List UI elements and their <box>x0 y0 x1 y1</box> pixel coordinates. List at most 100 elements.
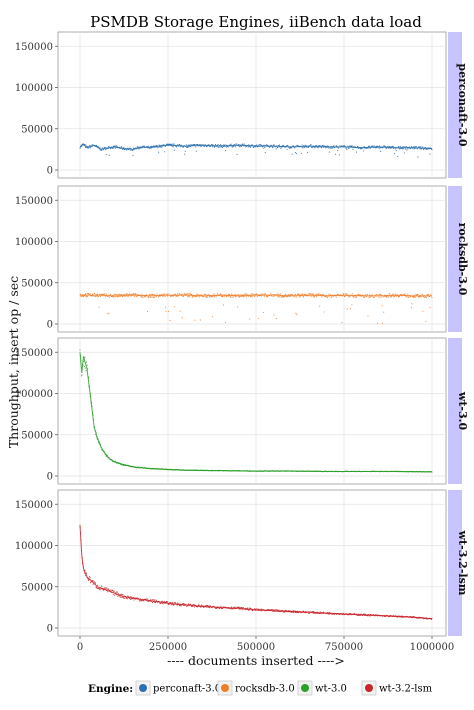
data-point <box>146 310 149 313</box>
data-point <box>135 293 137 295</box>
data-point <box>389 146 391 148</box>
data-point <box>331 296 333 298</box>
data-point <box>84 356 86 358</box>
data-point <box>83 365 86 367</box>
data-point <box>422 146 424 148</box>
data-point <box>101 585 103 587</box>
facet-panels: 0 50000 100000 150000 perconaft-3.0 0 50000 100… <box>15 31 469 637</box>
data-point <box>243 294 245 296</box>
data-point <box>149 599 152 601</box>
data-point <box>270 144 272 146</box>
data-point <box>195 146 197 148</box>
data-point <box>250 146 252 148</box>
data-point <box>188 295 190 297</box>
data-point <box>100 295 102 297</box>
data-point <box>249 318 251 320</box>
data-point <box>381 305 383 307</box>
data-point <box>343 292 345 295</box>
data-point <box>158 151 160 153</box>
data-point <box>130 295 132 297</box>
data-point <box>195 150 197 152</box>
data-point <box>98 296 100 298</box>
data-point <box>310 292 312 295</box>
data-point <box>204 293 206 295</box>
panel-background <box>57 489 447 637</box>
data-point <box>160 146 162 148</box>
data-point <box>368 297 370 299</box>
y-tick-label: 50000 <box>21 278 53 289</box>
data-point <box>274 609 276 611</box>
data-point <box>167 293 169 295</box>
data-point <box>214 607 217 609</box>
data-point <box>203 606 205 608</box>
y-tick-label: 100000 <box>15 541 53 552</box>
data-point <box>224 321 227 323</box>
data-point <box>375 293 377 296</box>
data-point <box>341 322 343 324</box>
data-point <box>88 579 90 582</box>
data-point <box>164 151 166 153</box>
data-point <box>153 296 156 298</box>
data-point <box>346 149 348 151</box>
data-point <box>196 293 198 295</box>
data-point <box>361 148 363 150</box>
data-point <box>112 589 114 591</box>
legend-title: Engine: <box>88 683 133 695</box>
y-tick-label: 150000 <box>15 196 53 207</box>
data-point <box>173 295 175 297</box>
data-point <box>107 313 109 315</box>
data-point <box>123 293 125 296</box>
data-point <box>306 146 308 148</box>
data-point <box>121 596 123 598</box>
data-point <box>233 296 235 298</box>
data-point <box>346 308 348 310</box>
data-point <box>382 296 384 298</box>
data-point <box>104 293 106 295</box>
data-point <box>110 294 112 296</box>
data-point <box>271 609 273 611</box>
data-point <box>108 588 110 590</box>
data-point <box>89 577 91 579</box>
data-point <box>126 293 128 295</box>
data-point <box>301 144 303 146</box>
data-point <box>158 144 160 146</box>
data-point <box>295 296 298 298</box>
data-point <box>362 150 365 152</box>
data-point <box>212 296 214 298</box>
data-point <box>379 145 381 147</box>
data-point <box>314 147 316 149</box>
facet-strip-label: wt-3.2-lsm <box>456 530 469 596</box>
data-point <box>211 146 213 148</box>
data-point <box>348 147 350 149</box>
data-point <box>113 147 115 149</box>
data-point <box>156 293 158 295</box>
data-point <box>143 145 145 147</box>
data-point <box>283 611 286 613</box>
data-point <box>146 294 148 296</box>
data-point <box>431 148 433 150</box>
data-point <box>170 602 172 604</box>
data-point <box>105 293 107 295</box>
data-point <box>277 146 279 149</box>
data-point <box>217 146 220 148</box>
data-point <box>183 605 185 607</box>
data-point <box>421 293 423 295</box>
data-point <box>263 295 265 297</box>
data-point <box>327 613 329 615</box>
data-point <box>159 146 161 148</box>
data-point <box>301 152 303 154</box>
data-point <box>294 611 296 614</box>
data-point <box>153 599 156 601</box>
data-point <box>418 296 420 298</box>
data-point <box>119 596 121 598</box>
data-point <box>312 611 314 613</box>
y-tick-label: 100000 <box>15 83 53 94</box>
data-point <box>295 612 297 614</box>
data-point <box>161 293 163 295</box>
data-point <box>217 144 219 146</box>
data-point <box>162 296 164 298</box>
data-point <box>198 604 200 606</box>
x-tick-label: 0 <box>77 642 83 653</box>
data-point <box>277 295 279 297</box>
data-point <box>333 145 335 147</box>
